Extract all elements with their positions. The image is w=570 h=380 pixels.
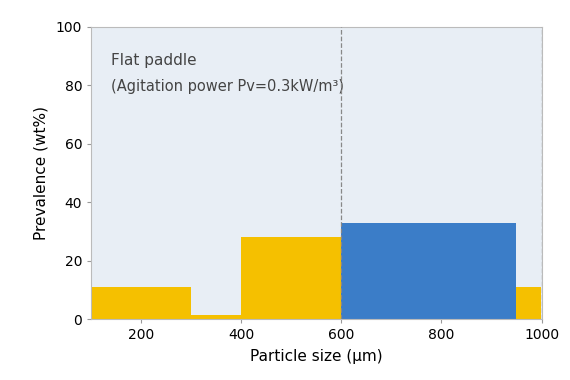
Bar xyxy=(516,287,541,319)
Text: Flat paddle: Flat paddle xyxy=(111,53,197,68)
Bar xyxy=(91,287,192,319)
Text: (Agitation power Pv=0.3kW/m³): (Agitation power Pv=0.3kW/m³) xyxy=(111,79,344,94)
Bar xyxy=(341,223,516,319)
Y-axis label: Prevalence (wt%): Prevalence (wt%) xyxy=(34,106,49,240)
Bar xyxy=(192,315,241,319)
Bar xyxy=(241,237,341,319)
X-axis label: Particle size (μm): Particle size (μm) xyxy=(250,349,382,364)
